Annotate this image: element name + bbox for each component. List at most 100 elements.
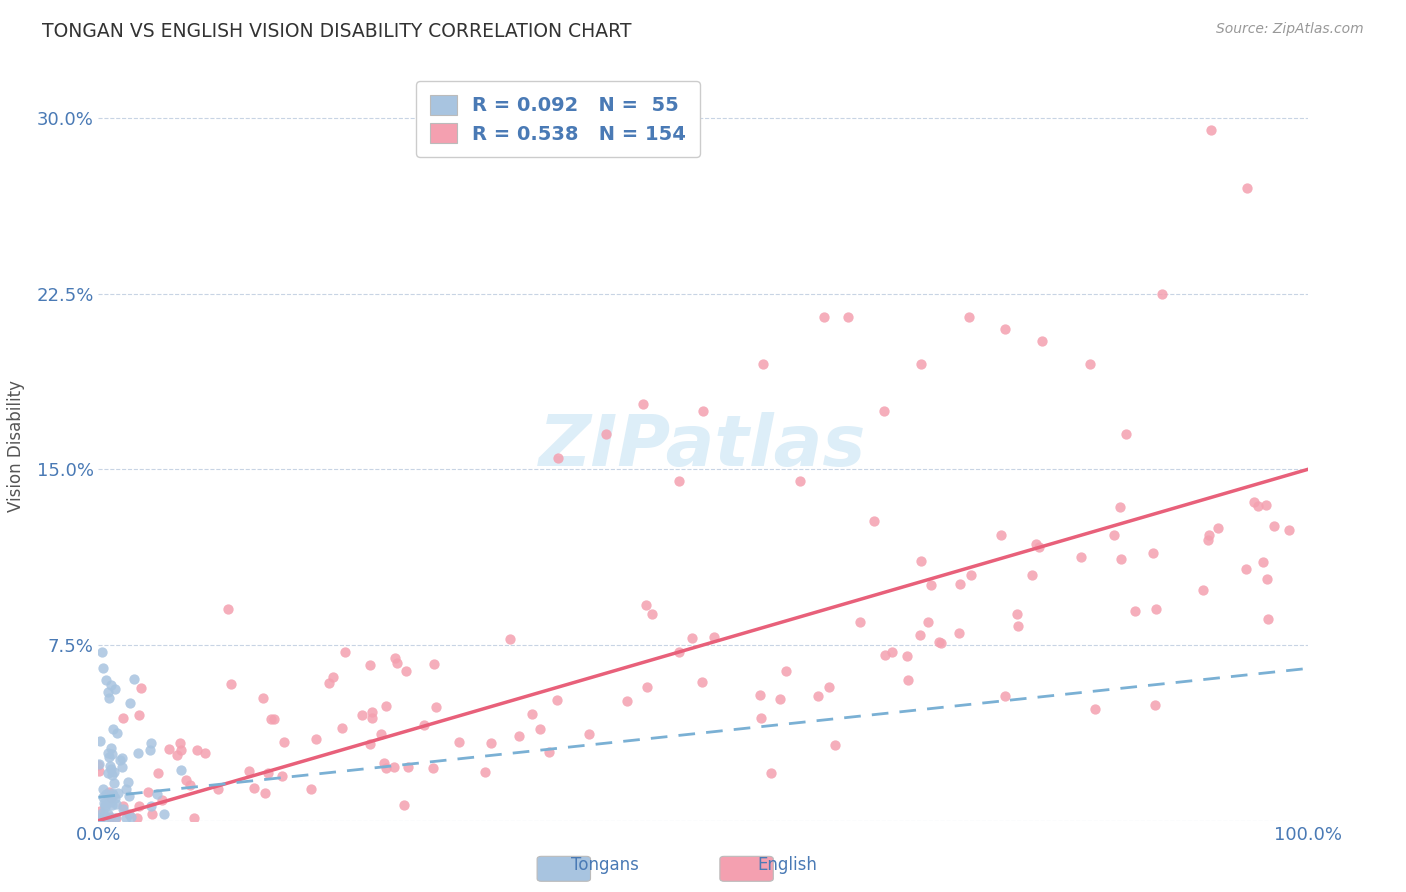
Point <box>122 673 145 687</box>
Point <box>322 671 344 685</box>
Point <box>169 736 191 750</box>
Point <box>141 806 163 821</box>
Point <box>111 711 134 725</box>
Text: Source: ZipAtlas.com: Source: ZipAtlas.com <box>1216 22 1364 37</box>
Point <box>1278 523 1301 537</box>
Point <box>100 678 122 692</box>
Point <box>818 680 841 694</box>
Point <box>271 769 294 783</box>
Text: Tongans: Tongans <box>571 856 638 874</box>
Point <box>1251 556 1274 570</box>
Point <box>105 725 128 739</box>
Point <box>110 753 132 767</box>
Point <box>97 766 120 780</box>
Point <box>374 761 396 775</box>
Point <box>101 788 124 802</box>
Point <box>111 760 134 774</box>
Point <box>112 798 135 813</box>
Point <box>422 762 444 776</box>
Point <box>1263 518 1285 533</box>
Point <box>217 602 239 616</box>
Point <box>789 474 811 488</box>
Point <box>385 656 408 670</box>
Point <box>425 700 447 714</box>
Point <box>910 357 932 371</box>
Point <box>238 764 260 778</box>
Point <box>396 760 419 774</box>
Point <box>150 793 173 807</box>
Point <box>93 782 115 797</box>
Point <box>115 782 138 797</box>
Point <box>179 778 201 792</box>
Point <box>166 748 188 763</box>
Point <box>117 789 139 803</box>
Point <box>990 528 1012 542</box>
Point <box>1142 546 1164 560</box>
Point <box>373 756 395 770</box>
Point <box>256 766 278 780</box>
Point <box>1236 181 1258 195</box>
Point <box>761 765 783 780</box>
Point <box>873 648 896 663</box>
Point <box>882 645 904 659</box>
Point <box>1028 540 1050 554</box>
Point <box>499 632 522 647</box>
Point <box>769 692 792 706</box>
Point <box>254 786 277 800</box>
Point <box>103 791 125 805</box>
Point <box>127 746 149 760</box>
Point <box>1256 499 1278 513</box>
Point <box>145 788 167 802</box>
Point <box>97 750 120 764</box>
Point <box>1144 601 1167 615</box>
Point <box>97 806 120 821</box>
Point <box>1025 536 1047 550</box>
Point <box>538 745 561 759</box>
Point <box>807 689 830 703</box>
Point <box>546 693 568 707</box>
Point <box>1256 572 1278 586</box>
Point <box>752 357 775 371</box>
Point <box>873 404 896 418</box>
Point <box>1115 427 1137 442</box>
Point <box>94 798 117 813</box>
Point <box>115 811 138 825</box>
Point <box>948 625 970 640</box>
Point <box>107 786 129 800</box>
Point <box>395 664 418 678</box>
Point <box>529 722 551 736</box>
Point <box>207 782 229 797</box>
Point <box>139 736 162 750</box>
Point <box>1109 551 1132 566</box>
Point <box>97 691 120 706</box>
Point <box>128 708 150 723</box>
Point <box>1198 528 1220 542</box>
Point <box>1143 698 1166 712</box>
Point <box>1197 533 1219 548</box>
Point <box>94 800 117 814</box>
Point <box>994 689 1017 703</box>
Point <box>928 635 950 649</box>
Point <box>87 758 110 772</box>
Point <box>1123 604 1146 618</box>
Point <box>929 636 952 650</box>
Point <box>330 721 353 735</box>
Point <box>100 741 122 756</box>
Point <box>1102 528 1125 542</box>
Point <box>595 427 617 442</box>
Point <box>748 688 770 702</box>
Point <box>1206 521 1229 535</box>
Point <box>1007 607 1029 621</box>
Point <box>1070 550 1092 565</box>
Point <box>333 645 356 659</box>
Point <box>97 685 120 699</box>
Point <box>360 711 382 725</box>
Point <box>668 645 690 659</box>
Point <box>104 811 127 825</box>
Point <box>896 648 918 663</box>
Point <box>359 658 381 673</box>
Point <box>1007 618 1029 632</box>
Point <box>101 722 124 736</box>
Point <box>243 780 266 795</box>
Point <box>960 568 983 582</box>
